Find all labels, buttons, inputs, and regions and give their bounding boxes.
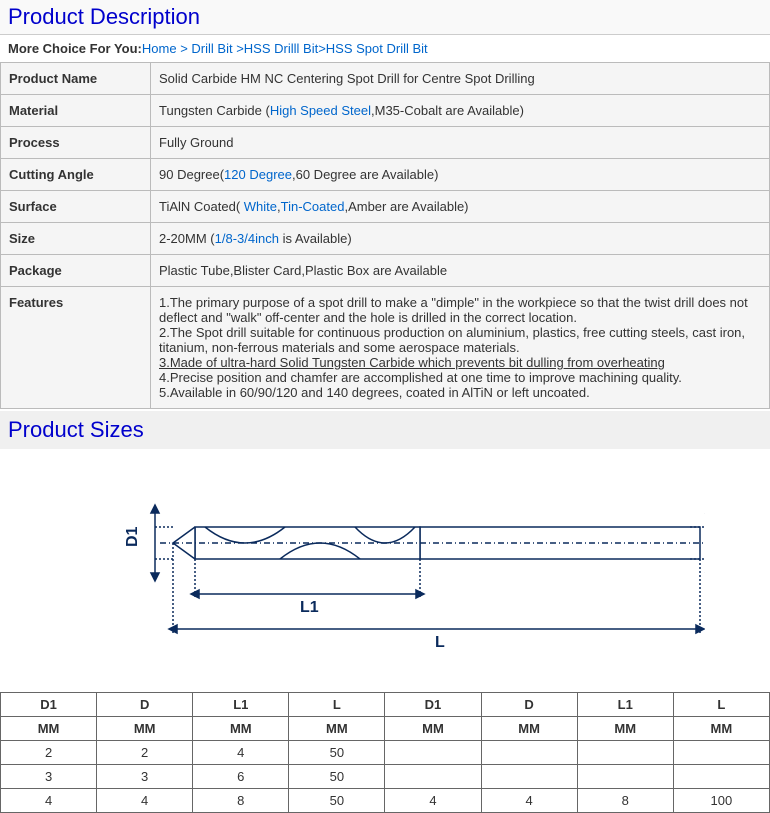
table-cell: 2: [1, 741, 97, 765]
link-white[interactable]: White: [244, 199, 277, 214]
label-features: Features: [1, 287, 151, 409]
description-table: Product Name Solid Carbide HM NC Centeri…: [0, 62, 770, 409]
table-cell: 4: [1, 789, 97, 813]
drill-diagram: D1 D L1 L: [0, 449, 770, 682]
sizes-unit-header: MM: [1, 717, 97, 741]
table-cell: [385, 765, 481, 789]
cutting-angle-post: ,60 Degree are Available): [292, 167, 438, 182]
table-cell: 50: [289, 789, 385, 813]
table-cell: 8: [193, 789, 289, 813]
table-cell: [577, 741, 673, 765]
breadcrumb-hss-spot-drill-bit[interactable]: HSS Spot Drill Bit: [326, 41, 428, 56]
breadcrumb: More Choice For You:Home > Drill Bit >HS…: [0, 35, 770, 62]
feature-line: 5.Available in 60/90/120 and 140 degrees…: [159, 385, 761, 400]
value-surface: TiAlN Coated( White,Tin-Coated,Amber are…: [151, 191, 770, 223]
value-process: Fully Ground: [151, 127, 770, 159]
product-sizes-title: Product Sizes: [0, 411, 770, 449]
surface-post: ,Amber are Available): [344, 199, 468, 214]
table-cell: [481, 765, 577, 789]
breadcrumb-hss-drill-bit[interactable]: HSS Drilll Bit: [244, 41, 318, 56]
sizes-unit-header: MM: [577, 717, 673, 741]
breadcrumb-prefix: More Choice For You: [8, 41, 138, 56]
feature-line: 2.The Spot drill suitable for continuous…: [159, 325, 761, 355]
sizes-table: D1DL1LD1DL1L MMMMMMMMMMMMMMMM 2245033650…: [0, 692, 770, 813]
table-cell: 8: [577, 789, 673, 813]
link-tin-coated[interactable]: Tin-Coated: [281, 199, 345, 214]
sizes-header: L: [289, 693, 385, 717]
table-cell: [577, 765, 673, 789]
breadcrumb-sep: >: [180, 41, 191, 56]
breadcrumb-drill-bit[interactable]: Drill Bit: [191, 41, 232, 56]
table-cell: 4: [193, 741, 289, 765]
table-cell: [481, 741, 577, 765]
breadcrumb-home[interactable]: Home: [142, 41, 177, 56]
material-post: ,M35-Cobalt are Available): [371, 103, 524, 118]
sizes-header: D: [97, 693, 193, 717]
sizes-header: L: [673, 693, 769, 717]
feature-line: 4.Precise position and chamfer are accom…: [159, 370, 761, 385]
label-process: Process: [1, 127, 151, 159]
surface-pre: TiAlN Coated(: [159, 199, 244, 214]
breadcrumb-sep: >: [236, 41, 244, 56]
product-description-title: Product Description: [0, 0, 770, 35]
label-product-name: Product Name: [1, 63, 151, 95]
link-inch-size[interactable]: 1/8-3/4inch: [215, 231, 279, 246]
label-cutting-angle: Cutting Angle: [1, 159, 151, 191]
link-high-speed-steel[interactable]: High Speed Steel: [270, 103, 371, 118]
sizes-header: D1: [385, 693, 481, 717]
value-cutting-angle: 90 Degree(120 Degree,60 Degree are Avail…: [151, 159, 770, 191]
sizes-header: L1: [577, 693, 673, 717]
sizes-header: D: [481, 693, 577, 717]
value-features: 1.The primary purpose of a spot drill to…: [151, 287, 770, 409]
drill-svg: D1 D L1 L: [65, 469, 705, 649]
table-cell: [673, 741, 769, 765]
breadcrumb-sep: >: [318, 41, 326, 56]
size-pre: 2-20MM (: [159, 231, 215, 246]
value-package: Plastic Tube,Blister Card,Plastic Box ar…: [151, 255, 770, 287]
diagram-label-l: L: [435, 634, 445, 649]
value-size: 2-20MM (1/8-3/4inch is Available): [151, 223, 770, 255]
sizes-unit-header: MM: [385, 717, 481, 741]
sizes-unit-header: MM: [289, 717, 385, 741]
table-cell: 50: [289, 765, 385, 789]
table-row: 22450: [1, 741, 770, 765]
table-row: 44850448100: [1, 789, 770, 813]
value-material: Tungsten Carbide (High Speed Steel,M35-C…: [151, 95, 770, 127]
label-package: Package: [1, 255, 151, 287]
feature-line: 3.Made of ultra-hard Solid Tungsten Carb…: [159, 355, 761, 370]
table-cell: [673, 765, 769, 789]
label-surface: Surface: [1, 191, 151, 223]
diagram-label-d1: D1: [124, 526, 141, 547]
table-cell: 100: [673, 789, 769, 813]
table-cell: 6: [193, 765, 289, 789]
material-pre: Tungsten Carbide (: [159, 103, 270, 118]
table-cell: 4: [97, 789, 193, 813]
table-cell: 50: [289, 741, 385, 765]
feature-line: 1.The primary purpose of a spot drill to…: [159, 295, 761, 325]
label-material: Material: [1, 95, 151, 127]
value-product-name: Solid Carbide HM NC Centering Spot Drill…: [151, 63, 770, 95]
sizes-unit-header: MM: [673, 717, 769, 741]
table-cell: 3: [1, 765, 97, 789]
sizes-header: L1: [193, 693, 289, 717]
label-size: Size: [1, 223, 151, 255]
size-post: is Available): [279, 231, 352, 246]
table-cell: 3: [97, 765, 193, 789]
sizes-unit-header: MM: [97, 717, 193, 741]
table-cell: 4: [385, 789, 481, 813]
table-cell: [385, 741, 481, 765]
sizes-header: D1: [1, 693, 97, 717]
link-120-degree[interactable]: 120 Degree: [224, 167, 292, 182]
sizes-unit-header: MM: [193, 717, 289, 741]
diagram-label-l1: L1: [300, 599, 319, 616]
cutting-angle-pre: 90 Degree(: [159, 167, 224, 182]
sizes-unit-header: MM: [481, 717, 577, 741]
table-cell: 2: [97, 741, 193, 765]
table-row: 33650: [1, 765, 770, 789]
table-cell: 4: [481, 789, 577, 813]
